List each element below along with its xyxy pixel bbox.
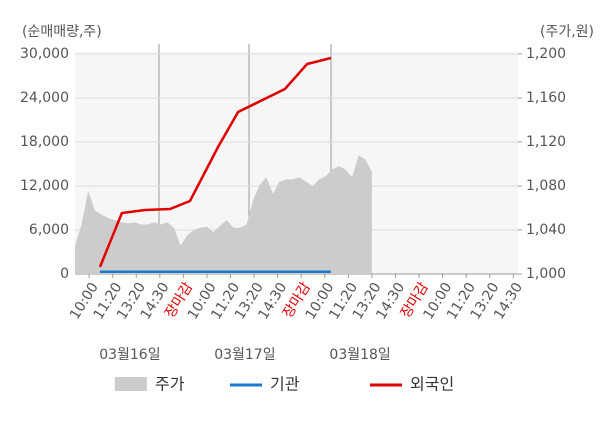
date-label: 03월17일: [214, 347, 275, 363]
series-line: [98, 56, 332, 268]
y-tick-label: 18,000: [20, 134, 69, 150]
legend-label: 주가: [155, 375, 185, 394]
y-axis-title: (순매매량,주): [22, 24, 102, 40]
date-label: 03월16일: [99, 347, 160, 363]
y2-tick-label: 1,200: [526, 46, 566, 62]
y-tick-label: 30,000: [20, 46, 69, 62]
y2-tick-label: 1,000: [526, 266, 566, 282]
y-tick-label: 0: [60, 266, 69, 282]
legend-label: 외국인: [410, 375, 454, 394]
y2-tick-label: 1,040: [526, 222, 566, 238]
date-label: 03월18일: [329, 347, 390, 363]
y2-tick-label: 1,080: [526, 178, 566, 194]
y2-tick-label: 1,160: [526, 90, 566, 106]
y-tick-label: 12,000: [20, 178, 69, 194]
y2-axis-title: (주가,원): [540, 24, 594, 40]
legend-label: 기관: [270, 375, 300, 394]
y-tick-label: 24,000: [20, 90, 69, 106]
y2-tick-label: 1,120: [526, 134, 566, 150]
price-area: [75, 155, 372, 274]
y-tick-label: 6,000: [29, 222, 69, 238]
legend-swatch: [115, 377, 147, 391]
